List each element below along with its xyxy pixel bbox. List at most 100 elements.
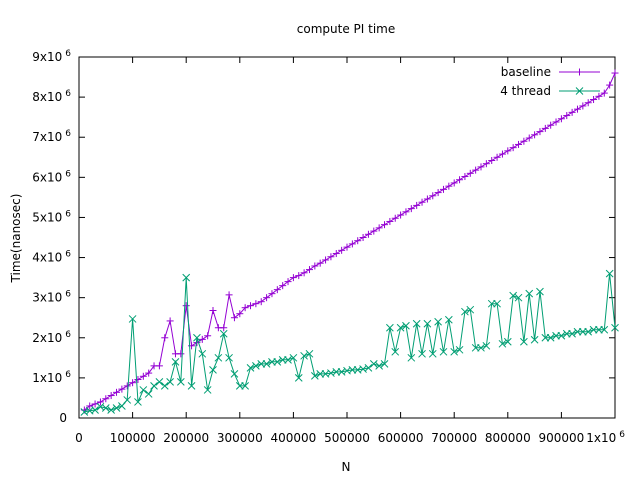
series-baseline-point [525, 134, 533, 142]
series-4-thread-point [428, 349, 437, 358]
series-baseline-point [579, 102, 587, 110]
x-tick-label: 500000 [324, 431, 370, 445]
series-baseline-point [461, 173, 469, 181]
x-tick-label: 900000 [538, 431, 584, 445]
series-4-thread-point [150, 382, 158, 390]
marker-stroke [209, 366, 217, 374]
y-tick-label: 3x10 6 [32, 290, 71, 305]
y-tick-label: 9x10 6 [32, 49, 71, 64]
series-4-thread-point [198, 349, 207, 358]
series-baseline-point [354, 237, 362, 245]
marker-stroke [418, 349, 426, 358]
marker-stroke [139, 386, 148, 394]
series-baseline-point [134, 375, 142, 383]
series-baseline-point [450, 179, 458, 187]
series-4-thread-point [402, 321, 410, 330]
series-baseline-point [584, 99, 592, 107]
x-tick-label: 0 [75, 431, 83, 445]
x-tick-label: 300000 [217, 431, 263, 445]
y-tick-label-text: 4x10 [32, 251, 62, 265]
x-tick-label: 1x10 6 [586, 430, 625, 445]
marker-stroke [546, 333, 555, 342]
series-baseline-point [488, 156, 496, 164]
series-4-thread-point [91, 406, 99, 414]
series-4-thread-point [310, 372, 319, 380]
series-4-thread-point [584, 327, 593, 336]
series-baseline-point [311, 262, 319, 270]
series-baseline-point [445, 182, 453, 190]
series-4-thread-point [273, 357, 282, 366]
marker-stroke [359, 365, 367, 373]
series-4-thread-point [123, 396, 132, 404]
marker-stroke [101, 404, 110, 412]
y-tick-label-text: 5x10 [32, 210, 62, 224]
series-4-thread-point [305, 349, 314, 358]
marker-stroke [150, 382, 158, 390]
marker-stroke [80, 408, 89, 416]
series-4-thread-point [262, 359, 271, 368]
series-4-thread-point [461, 307, 469, 316]
series-baseline-point [413, 201, 421, 209]
series-baseline-point [456, 176, 464, 184]
series-4-thread-point [193, 333, 201, 342]
marker-stroke [262, 359, 271, 368]
series-baseline-point [305, 266, 313, 274]
series-baseline-point [536, 128, 544, 136]
marker-stroke [241, 382, 250, 390]
series-baseline-point [397, 211, 405, 219]
x-tick-label-text: 100000 [110, 431, 156, 445]
marker-stroke [369, 359, 378, 368]
series-baseline-point [547, 121, 555, 129]
x-tick-label: 600000 [378, 431, 424, 445]
legend-label: baseline [501, 65, 551, 79]
x-tick-label-text: 400000 [270, 431, 316, 445]
series-baseline-point [423, 195, 431, 203]
series-baseline-point [407, 205, 415, 213]
series-baseline-point [86, 402, 94, 410]
marker-stroke [444, 315, 453, 324]
marker-stroke [85, 406, 94, 415]
y-tick-label-exponent: 6 [65, 49, 71, 59]
plot-series [80, 69, 619, 416]
marker-stroke [375, 362, 384, 370]
series-baseline-point [225, 291, 233, 299]
series-baseline-point [472, 166, 480, 174]
series-4-thread-point [520, 337, 528, 346]
series-4-thread-point [396, 323, 405, 332]
marker-stroke [568, 329, 576, 338]
marker-stroke [509, 291, 518, 300]
series-baseline-point [295, 272, 303, 280]
series-baseline-point [568, 108, 576, 116]
series-baseline-point [263, 294, 271, 302]
series-4-thread-point [176, 378, 185, 386]
y-tick-label-text: 6x10 [32, 170, 62, 184]
marker-stroke [112, 404, 121, 412]
marker-stroke [353, 366, 362, 374]
x-tick-label: 200000 [163, 431, 209, 445]
series-baseline-point [118, 385, 126, 393]
marker-stroke [337, 368, 346, 376]
series-baseline-point [252, 300, 260, 308]
series-baseline-point [343, 243, 351, 251]
marker-stroke [514, 293, 523, 302]
marker-stroke [134, 398, 142, 406]
series-4-thread-point [498, 339, 507, 348]
series-4-thread-point [294, 374, 303, 382]
x-tick-label-exponent: 6 [619, 430, 625, 440]
series-4-thread-point [509, 291, 518, 300]
marker-stroke [321, 370, 330, 378]
series-baseline-point [466, 169, 474, 177]
series-4-thread-point [112, 404, 121, 412]
series-4-thread-point [466, 305, 475, 314]
y-tick-label: 8x10 6 [32, 89, 71, 104]
y-tick-label: 1x10 6 [32, 370, 71, 385]
marker-stroke [455, 345, 464, 354]
series-baseline-point [166, 317, 174, 325]
marker-stroke [289, 353, 298, 362]
series-4-thread [80, 269, 619, 416]
series-baseline-point [247, 302, 255, 310]
series-baseline-point [289, 274, 297, 282]
series-baseline-point [595, 92, 603, 100]
y-tick-label-text: 8x10 [32, 90, 62, 104]
